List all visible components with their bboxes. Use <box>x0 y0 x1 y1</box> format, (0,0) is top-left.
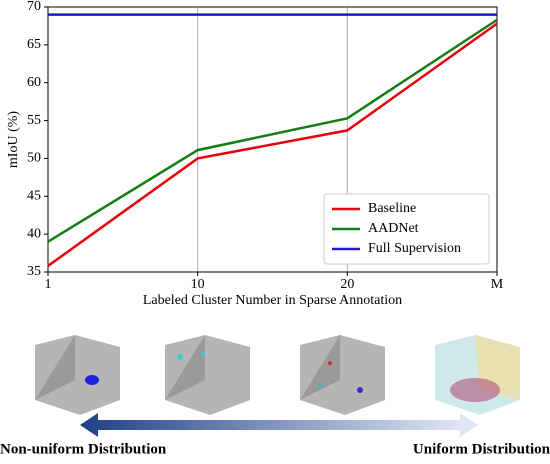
series-line <box>47 22 498 267</box>
y-tick-label: 50 <box>27 151 41 166</box>
left-label: Non-uniform Distribution <box>0 441 167 457</box>
y-tick-label: 65 <box>27 37 41 52</box>
y-tick-label: 35 <box>27 264 41 279</box>
x-axis-label: Labeled Cluster Number in Sparse Annotat… <box>143 293 402 308</box>
y-tick-label: 70 <box>27 0 41 14</box>
chart: 1 10 20 M 35 40 45 50 55 60 65 70 Labeled Cluster Nu… <box>6 0 504 308</box>
y-tick-label: 45 <box>27 189 41 204</box>
y-tick-label: 40 <box>27 226 41 241</box>
thumbnail <box>435 335 520 415</box>
x-tick-label: 10 <box>191 277 205 292</box>
plot-frame <box>47 6 498 273</box>
x-tick-label: 20 <box>340 277 354 292</box>
y-tick-label: 55 <box>27 113 41 128</box>
y-tick-label: 60 <box>27 75 41 90</box>
y-axis-label: mIoU (%) <box>6 111 21 168</box>
x-tick-label: 1 <box>45 277 52 292</box>
arrow-head <box>460 413 478 437</box>
point-cloud-thumbnails <box>35 335 520 415</box>
distribution-arrow <box>80 413 460 437</box>
series-line <box>47 18 498 243</box>
thumbnail <box>165 335 250 415</box>
legend-label: Full Supervision <box>368 241 461 256</box>
right-label: Uniform Distribution <box>413 441 550 457</box>
legend-box <box>323 193 490 265</box>
thumbnail <box>300 335 385 415</box>
thumbnail <box>35 335 120 415</box>
x-tick-label: M <box>491 277 504 292</box>
legend-label: Baseline <box>368 201 416 216</box>
legend-label: AADNet <box>368 221 419 236</box>
